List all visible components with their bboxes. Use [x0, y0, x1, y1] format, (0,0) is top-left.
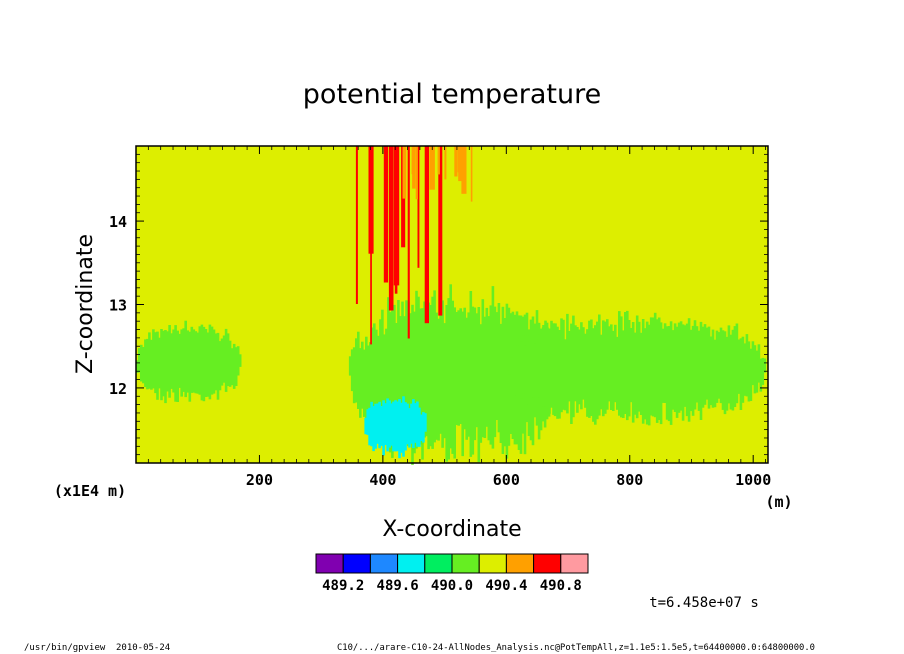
cool-core-mid	[364, 396, 427, 459]
colorbar-swatch	[397, 553, 426, 574]
colorbar-swatch	[505, 553, 535, 574]
x-tick-label: 200	[246, 471, 273, 489]
footer-program: /usr/bin/gpview	[24, 643, 106, 653]
colorbar-label: 490.0	[431, 578, 473, 594]
y-axis: 12 13 14	[109, 153, 768, 464]
x-tick-label: 400	[369, 471, 396, 489]
footer-command: C10/.../arare-C10-24-AllNodes_Analysis.n…	[337, 643, 815, 653]
colorbar-swatch	[478, 553, 507, 574]
colorbar-swatch	[369, 553, 399, 574]
colorbar-label: 490.4	[485, 578, 527, 594]
colorbar: 489.2 489.6 490.0 490.4 490.8	[315, 553, 589, 594]
y-scale-label: (x1E4 m)	[54, 482, 126, 500]
colorbar-swatch	[342, 553, 371, 574]
colorbar-label: 489.2	[322, 578, 364, 594]
y-tick-label: 12	[109, 380, 127, 398]
x-tick-label: 1000	[735, 471, 771, 489]
x-tick-label: 600	[493, 471, 520, 489]
footer-date: 2010-05-24	[116, 643, 170, 653]
plot-area	[135, 145, 769, 465]
colorbar-label: 489.6	[377, 578, 419, 594]
chart-title: potential temperature	[303, 79, 601, 110]
x-axis-title: X-coordinate	[382, 517, 521, 542]
colorbar-swatch	[451, 553, 480, 574]
colorbar-swatch	[533, 553, 562, 574]
y-tick-label: 13	[109, 297, 127, 315]
x-tick-label: 800	[616, 471, 643, 489]
timestamp-label: t=6.458e+07 s	[649, 595, 759, 611]
y-tick-label: 14	[109, 213, 127, 231]
colorbar-swatch	[424, 553, 453, 574]
colorbar-label: 490.8	[540, 578, 582, 594]
warm-plume-edge	[402, 146, 473, 202]
cool-layer-left	[136, 320, 242, 404]
x-axis: 200 400 600 800 1000	[147, 146, 771, 489]
colorbar-swatch	[560, 553, 589, 574]
cool-layer-right	[506, 310, 767, 426]
colorbar-swatch	[315, 553, 344, 574]
x-unit-label: (m)	[765, 493, 792, 511]
y-axis-title: Z-coordinate	[73, 234, 98, 374]
field-layer	[136, 146, 767, 465]
